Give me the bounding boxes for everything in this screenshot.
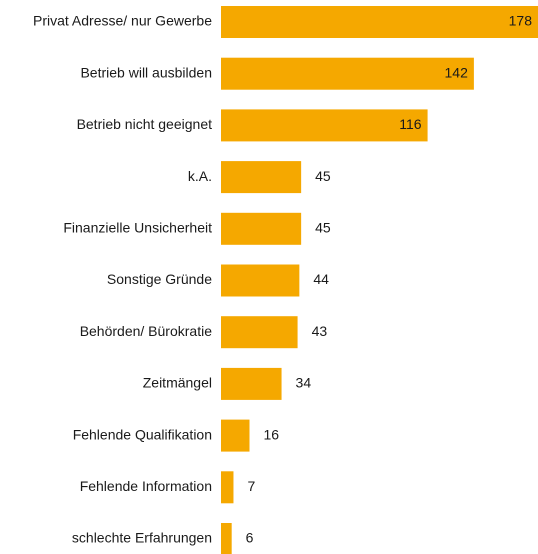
bar xyxy=(221,264,300,297)
category-label: schlechte Erfahrungen xyxy=(72,530,212,546)
value-label: 43 xyxy=(312,323,328,339)
category-label: Privat Adresse/ nur Gewerbe xyxy=(33,13,212,29)
value-label: 178 xyxy=(509,13,533,29)
category-label: Fehlende Information xyxy=(80,478,212,494)
value-label: 45 xyxy=(315,168,331,184)
value-label: 6 xyxy=(246,530,254,546)
value-label: 45 xyxy=(315,220,331,236)
category-label: Finanzielle Unsicherheit xyxy=(63,220,212,236)
value-label: 7 xyxy=(247,478,255,494)
category-label: Betrieb nicht geeignet xyxy=(77,116,213,132)
category-label: Behörden/ Bürokratie xyxy=(80,323,213,339)
bar xyxy=(221,471,234,504)
value-label: 34 xyxy=(296,375,312,391)
category-label: Zeitmängel xyxy=(143,375,212,391)
value-label: 142 xyxy=(445,64,469,80)
category-label: k.A. xyxy=(188,168,212,184)
bar xyxy=(221,109,428,142)
bar xyxy=(221,523,232,554)
bar xyxy=(221,6,538,38)
bar xyxy=(221,57,474,90)
bar xyxy=(221,367,282,400)
category-label: Betrieb will ausbilden xyxy=(80,64,212,80)
bar xyxy=(221,419,250,452)
bar xyxy=(221,212,302,245)
category-label: Sonstige Gründe xyxy=(107,271,212,287)
bar xyxy=(221,161,302,194)
value-label: 44 xyxy=(313,271,329,287)
value-label: 116 xyxy=(399,116,422,132)
value-label: 16 xyxy=(263,426,279,442)
category-label: Fehlende Qualifikation xyxy=(73,426,212,442)
bar xyxy=(221,316,298,349)
